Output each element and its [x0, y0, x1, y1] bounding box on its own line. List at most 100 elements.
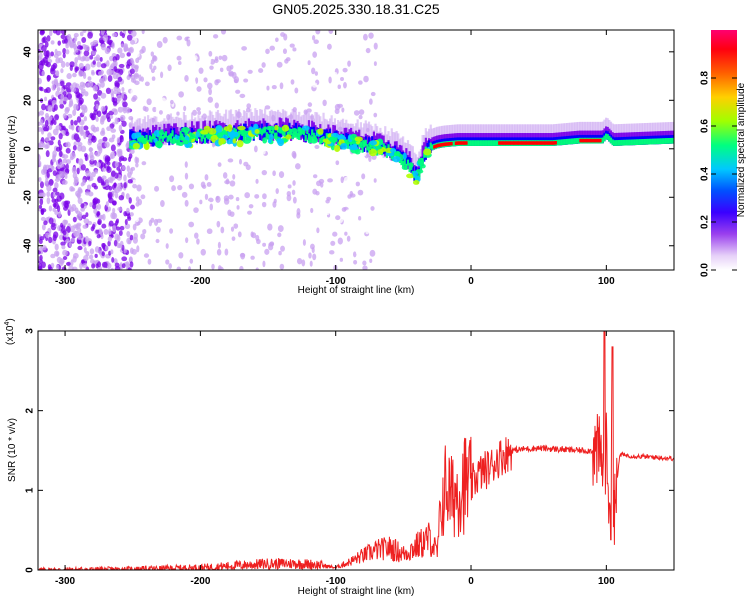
spectrogram-speckle — [189, 258, 194, 264]
spectrogram-ridge-cell — [405, 154, 408, 165]
spectrogram-speckle — [276, 61, 283, 68]
spectrogram-speckle — [60, 241, 66, 246]
spectrogram-speckle — [106, 60, 110, 67]
spectrogram-ridge-cell — [419, 164, 423, 171]
spectrogram-speckle — [127, 267, 132, 270]
spectrogram-speckle — [150, 152, 155, 159]
spectrogram-speckle — [132, 179, 137, 185]
spectrogram-speckle — [262, 242, 267, 247]
spectrogram-ridge-cell — [650, 138, 653, 145]
spectrogram-speckle — [63, 38, 68, 44]
spectrogram-ridge-cell — [259, 130, 262, 141]
spectrogram-speckle — [56, 256, 62, 264]
spectrogram-speckle — [126, 52, 131, 57]
spectrogram-speckle — [373, 178, 377, 183]
spectrogram-blob — [368, 148, 378, 157]
spectrogram-speckle — [296, 257, 303, 265]
spectrogram-speckle — [108, 185, 113, 191]
spectrogram-speckle — [75, 66, 80, 71]
spectrogram-ridge-cell — [145, 134, 148, 142]
spectrogram-y-tick-label: -40 — [23, 238, 34, 253]
spectrogram-speckle — [38, 250, 41, 255]
spectrogram-speckle — [107, 236, 113, 242]
spectrogram-speckle — [219, 67, 224, 73]
spectrogram-speckle — [178, 91, 184, 98]
spectrogram-speckle — [142, 228, 147, 235]
spectrogram-speckle — [332, 83, 337, 90]
spectrogram-speckle — [198, 67, 204, 74]
spectrogram-speckle — [158, 110, 163, 115]
spectrogram-speckle — [69, 156, 74, 161]
spectrogram-speckle — [169, 175, 175, 183]
spectrogram-ridge-cell — [652, 138, 655, 145]
spectrogram-speckle — [91, 263, 96, 269]
spectrogram-speckle — [72, 39, 76, 47]
spectrogram-speckle — [133, 232, 138, 240]
spectrogram-speckle — [146, 98, 152, 106]
spectrogram-speckle — [188, 183, 195, 190]
spectrogram-speckle — [110, 170, 116, 177]
spectrogram-speckle — [73, 133, 80, 141]
spectrogram-ridge-cell — [225, 109, 228, 134]
spectrogram-speckle — [62, 230, 67, 236]
spectrogram-speckle — [179, 173, 186, 181]
spectrogram-speckle — [82, 73, 87, 79]
spectrogram-speckle — [47, 132, 52, 139]
spectrogram-speckle — [261, 201, 267, 208]
spectrogram-speckle — [365, 229, 370, 235]
spectrogram-speckle — [303, 252, 309, 258]
spectrogram-ridge-cell — [320, 137, 324, 144]
spectrogram-ridge-cell — [169, 133, 173, 140]
spectrogram-speckle — [239, 93, 246, 99]
spectrogram-x-tick-label: 0 — [468, 276, 474, 287]
spectrogram-ridge-cell — [406, 159, 410, 166]
spectrogram-speckle — [272, 201, 277, 208]
spectrogram-speckle — [83, 255, 89, 262]
spectrogram-speckle — [69, 98, 73, 105]
spectrogram-speckle — [42, 166, 47, 174]
spectrogram-speckle — [330, 240, 336, 246]
spectrogram-core-cell — [546, 141, 549, 145]
spectrogram-speckle — [322, 99, 327, 107]
spectrogram-speckle — [82, 224, 88, 229]
spectrogram-ridge-cell — [572, 138, 575, 145]
spectrogram-speckle — [97, 176, 103, 184]
spectrogram-speckle — [193, 207, 199, 213]
spectrogram-speckle — [325, 211, 330, 216]
spectrogram-speckle — [140, 194, 146, 200]
spectrogram-ridge-cell — [322, 130, 325, 140]
spectrogram-core-cell — [544, 141, 547, 145]
spectrogram-speckle — [123, 182, 127, 189]
spectrogram-speckle — [365, 47, 371, 54]
spectrogram-speckle — [38, 52, 43, 60]
spectrogram-ridge-cell — [337, 136, 340, 146]
spectrogram-ridge-cell — [653, 138, 656, 145]
spectrogram-speckle — [340, 176, 344, 184]
spectrogram-speckle — [262, 260, 266, 268]
spectrogram-speckle — [40, 216, 46, 222]
spectrogram-speckle — [62, 91, 67, 96]
spectrogram-speckle — [261, 62, 266, 68]
spectrogram-core-cell — [586, 138, 589, 143]
spectrogram-ridge-cell — [129, 129, 132, 139]
spectrogram-speckle — [54, 48, 58, 55]
spectrogram-core-cell — [502, 141, 505, 145]
spectrogram-speckle — [51, 166, 55, 171]
spectrogram-speckle — [53, 53, 59, 58]
spectrogram-ridge-cell — [148, 135, 151, 142]
spectrogram-speckle — [218, 55, 223, 60]
spectrogram-speckle — [255, 161, 261, 167]
spectrogram-speckle — [121, 87, 125, 92]
spectrogram-speckle — [128, 153, 133, 159]
spectrogram-ridge-cell — [354, 140, 358, 147]
spectrogram-speckle — [41, 103, 46, 111]
spectrogram-speckle — [87, 76, 92, 81]
spectrogram-ridge-cell — [661, 138, 665, 144]
spectrogram-speckle — [100, 92, 107, 99]
spectrogram-ridge-cell — [177, 117, 181, 142]
spectrogram-ridge-cell — [486, 140, 489, 146]
spectrogram-speckle — [80, 145, 87, 153]
spectrogram-ridge-cell — [489, 140, 492, 146]
spectrogram-speckle — [144, 81, 150, 87]
spectrogram-ridge-cell — [249, 108, 252, 133]
